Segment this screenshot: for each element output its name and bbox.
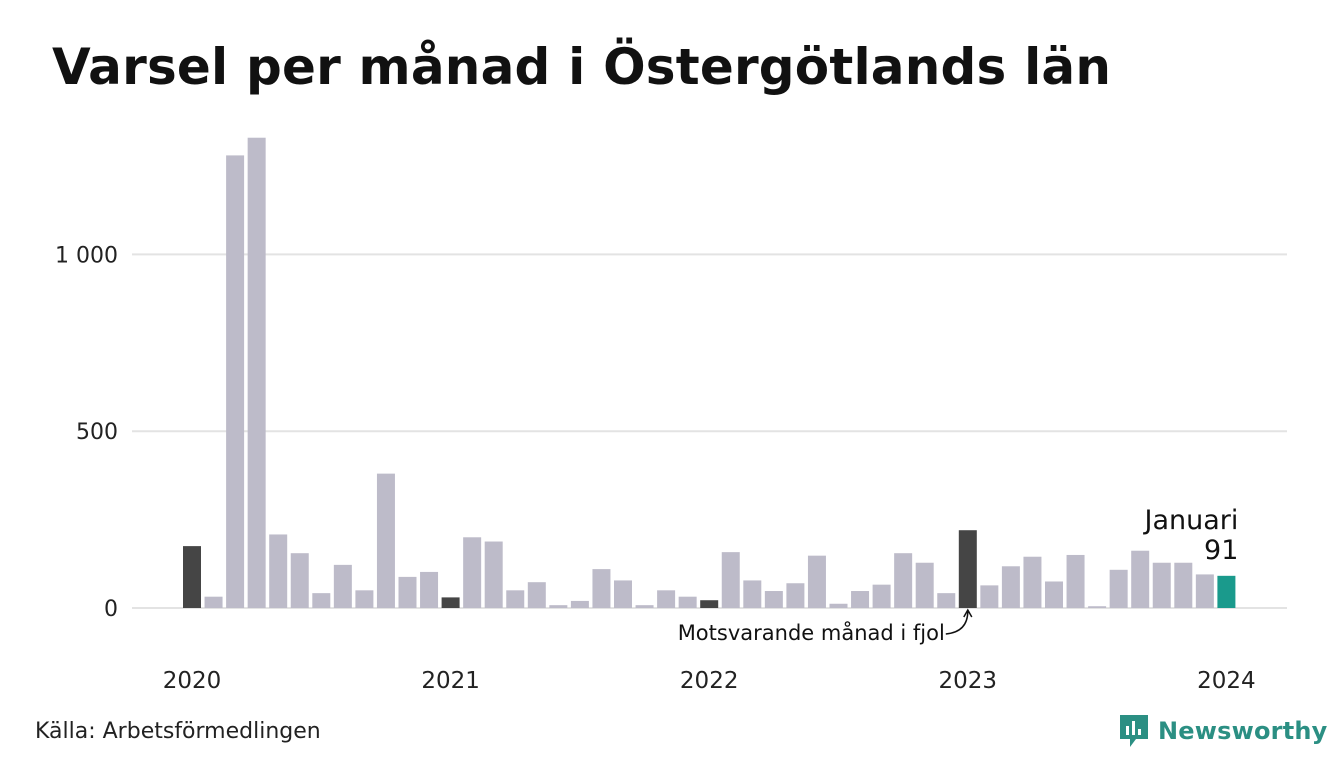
bar — [420, 571, 439, 608]
bar — [829, 603, 848, 608]
bar — [786, 583, 805, 608]
bar — [678, 596, 697, 608]
bar — [204, 596, 223, 608]
bar — [463, 537, 482, 608]
bar — [1023, 556, 1042, 608]
bar — [592, 569, 611, 608]
bar — [958, 530, 977, 608]
bar — [247, 137, 266, 608]
x-tick-label: 2023 — [939, 668, 998, 694]
bar — [614, 580, 632, 608]
bar — [1195, 574, 1214, 608]
curved-arrow-icon — [945, 610, 969, 635]
bar — [915, 562, 934, 608]
bar — [1131, 550, 1150, 608]
bar — [290, 553, 309, 608]
bar — [743, 580, 762, 608]
bar — [635, 605, 654, 608]
bar — [398, 576, 417, 608]
bar — [851, 591, 870, 608]
last-year-annotation: Motsvarande månad i fjol — [678, 620, 945, 645]
bar — [894, 553, 913, 608]
newsworthy-logo-icon — [1120, 715, 1148, 747]
bar — [333, 564, 352, 608]
source-note: Källa: Arbetsförmedlingen — [35, 719, 321, 744]
x-tick-label: 2022 — [680, 668, 739, 694]
bar — [570, 600, 589, 608]
x-tick-label: 2020 — [163, 668, 222, 694]
current-value-label: 91 — [1204, 535, 1238, 566]
bar — [1088, 606, 1107, 608]
bar — [1109, 569, 1128, 608]
bar — [1045, 581, 1063, 608]
brand-logo[interactable]: Newsworthy — [1118, 713, 1328, 749]
bar — [937, 593, 956, 608]
bar — [721, 552, 740, 608]
bar — [872, 584, 891, 608]
y-tick-label: 500 — [76, 420, 118, 445]
bar — [700, 600, 719, 608]
bar — [355, 590, 374, 608]
arrow-head — [963, 608, 973, 618]
bar — [1001, 566, 1020, 608]
bar — [657, 590, 676, 608]
bar — [183, 546, 201, 608]
bar — [1066, 554, 1085, 608]
x-tick-label: 2021 — [421, 668, 480, 694]
page-title: Varsel per månad i Östergötlands län — [52, 38, 1112, 96]
bar — [807, 555, 826, 608]
bar — [527, 582, 546, 608]
bar — [484, 541, 503, 608]
bar — [376, 473, 395, 608]
bar — [549, 605, 568, 608]
brand-name: Newsworthy — [1158, 717, 1328, 745]
bar — [441, 597, 460, 608]
bar — [1152, 562, 1171, 608]
bar — [980, 585, 999, 608]
bar — [312, 593, 331, 608]
bar — [764, 591, 783, 608]
bar — [1174, 562, 1193, 608]
bar — [226, 155, 245, 608]
bar — [1217, 575, 1236, 608]
current-month-label: Januari — [1143, 505, 1239, 536]
y-tick-label: 0 — [104, 597, 118, 622]
y-tick-label: 1 000 — [55, 243, 118, 268]
x-tick-label: 2024 — [1197, 668, 1256, 694]
bar — [506, 590, 525, 608]
bar — [269, 534, 288, 608]
